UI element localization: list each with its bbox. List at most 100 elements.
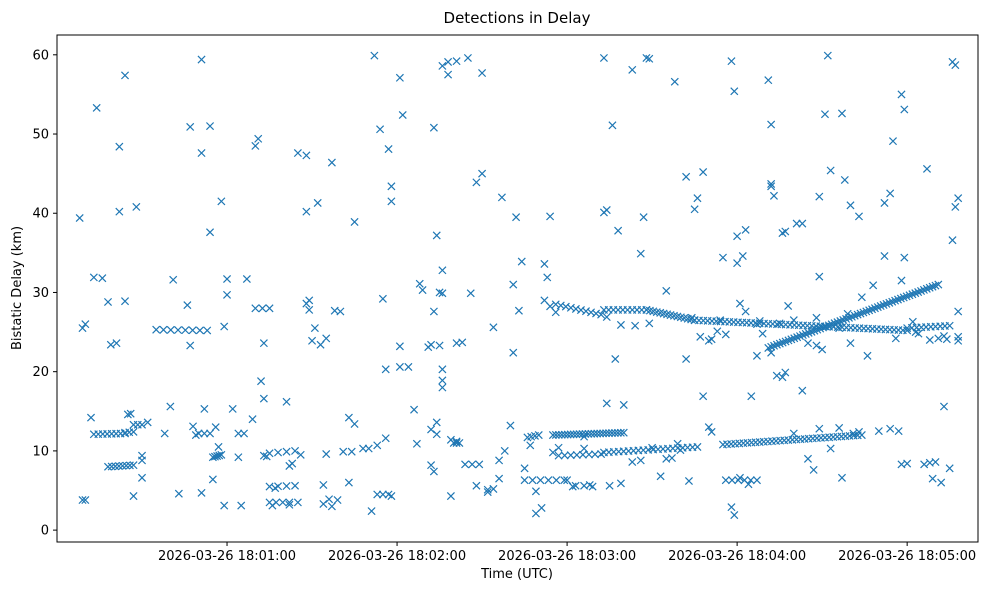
data-point <box>384 145 393 154</box>
data-point <box>560 451 569 460</box>
data-point <box>616 320 625 329</box>
data-point <box>206 429 215 438</box>
data-point <box>815 424 824 433</box>
data-point <box>509 348 518 357</box>
data-point <box>730 87 739 96</box>
data-point <box>78 495 87 505</box>
data-point <box>569 430 578 439</box>
data-point <box>662 286 671 295</box>
data-point <box>302 151 311 160</box>
data-point <box>546 212 555 221</box>
data-point <box>560 430 569 439</box>
data-point <box>129 461 138 470</box>
data-point <box>438 289 447 298</box>
data-point <box>563 430 572 439</box>
data-point <box>682 354 691 364</box>
data-point <box>741 225 750 234</box>
data-point <box>259 451 268 460</box>
data-point <box>886 424 895 433</box>
data-point <box>540 259 549 268</box>
data-point <box>580 444 589 453</box>
data-point <box>373 441 382 450</box>
data-point <box>925 335 934 345</box>
data-point <box>581 429 590 438</box>
data-point <box>784 301 793 310</box>
data-point <box>534 431 543 440</box>
data-point <box>734 476 743 485</box>
data-point <box>395 362 404 371</box>
data-point <box>552 476 561 485</box>
data-point <box>305 296 314 305</box>
data-point <box>849 429 858 438</box>
data-point <box>846 339 855 348</box>
data-point <box>939 402 949 411</box>
data-point <box>265 482 274 491</box>
data-point <box>928 474 937 483</box>
data-point <box>214 442 223 451</box>
data-point <box>217 197 226 206</box>
data-point <box>254 134 263 143</box>
data-point <box>591 450 600 459</box>
data-point <box>571 304 580 313</box>
data-point <box>631 321 640 330</box>
data-point <box>566 451 575 460</box>
data-point <box>747 392 756 401</box>
data-point <box>197 488 206 497</box>
data-point <box>778 373 787 382</box>
data-point <box>948 236 957 245</box>
data-point <box>265 498 274 507</box>
data-points <box>75 51 963 520</box>
data-point <box>429 307 438 316</box>
data-point <box>215 451 224 460</box>
data-point <box>282 397 291 406</box>
data-point <box>427 461 436 470</box>
x-tick-label: 2026-03-26 18:05:00 <box>838 549 976 564</box>
data-point <box>506 421 515 430</box>
data-point <box>217 450 226 459</box>
data-point <box>740 476 749 485</box>
data-point <box>863 351 872 360</box>
data-point <box>387 197 396 206</box>
data-point <box>520 464 529 473</box>
data-point <box>727 503 736 512</box>
data-point <box>452 57 461 66</box>
data-point <box>438 266 447 275</box>
data-point <box>602 312 611 322</box>
data-point <box>478 169 487 178</box>
data-point <box>432 418 441 427</box>
y-axis-ticks: 0 10 20 30 40 50 60 <box>32 48 57 539</box>
data-point <box>489 484 498 493</box>
data-point <box>248 415 257 424</box>
data-point <box>792 219 801 228</box>
data-point <box>463 53 472 62</box>
data-point <box>395 73 404 82</box>
data-point <box>509 280 518 289</box>
data-point <box>381 365 390 374</box>
y-tick-label: 30 <box>32 286 49 301</box>
data-point <box>619 400 628 409</box>
data-point <box>584 450 593 459</box>
data-point <box>319 480 328 489</box>
data-point <box>166 402 175 411</box>
data-point <box>857 431 866 440</box>
data-point <box>826 444 835 453</box>
data-point <box>285 500 294 509</box>
data-point <box>381 434 390 443</box>
data-point <box>803 339 812 348</box>
data-point <box>607 429 616 438</box>
y-tick-label: 10 <box>32 444 49 459</box>
data-point <box>597 310 606 319</box>
data-point <box>288 459 297 468</box>
data-point <box>378 490 387 499</box>
data-point <box>186 122 195 131</box>
data-point <box>592 309 601 318</box>
data-point <box>251 141 260 150</box>
data-point <box>458 338 467 347</box>
data-point <box>152 325 161 334</box>
data-point <box>593 429 602 438</box>
data-point <box>835 423 844 432</box>
data-point <box>604 429 614 438</box>
data-point <box>693 194 702 203</box>
data-point <box>500 446 509 455</box>
data-point <box>455 438 464 448</box>
